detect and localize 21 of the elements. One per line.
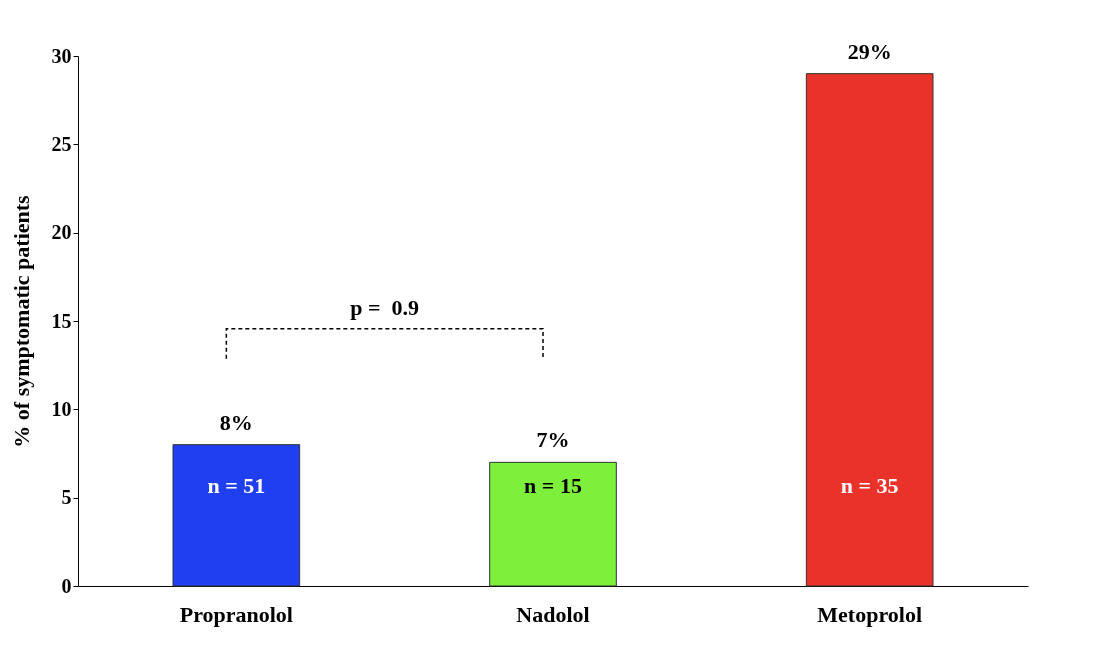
annotation: n = 15 [524,473,582,498]
bar [489,461,617,587]
bar [172,444,301,587]
annotation: n = 51 [207,473,266,498]
annotation: p = 0.9 [350,294,420,320]
x-tick-label: Nadolol [516,601,590,627]
y-tick-label: 5 [61,486,72,509]
x-tick-label: Metoprolol [817,601,923,627]
data-label: 29% [847,38,892,64]
x-tick-label: Propranolol [179,601,293,627]
data-label: 7% [536,427,570,453]
bar [805,73,934,587]
data-label: 8% [219,409,253,435]
y-tick-label: 25 [51,132,72,155]
y-tick-label: 20 [51,221,72,244]
y-axis-title: % of symptomatic patients [8,194,34,448]
annotation: n = 35 [840,473,899,498]
y-tick-label: 0 [61,574,72,597]
y-tick-label: 10 [51,397,72,420]
y-tick-label: 30 [51,44,72,67]
y-tick-label: 15 [51,309,72,332]
